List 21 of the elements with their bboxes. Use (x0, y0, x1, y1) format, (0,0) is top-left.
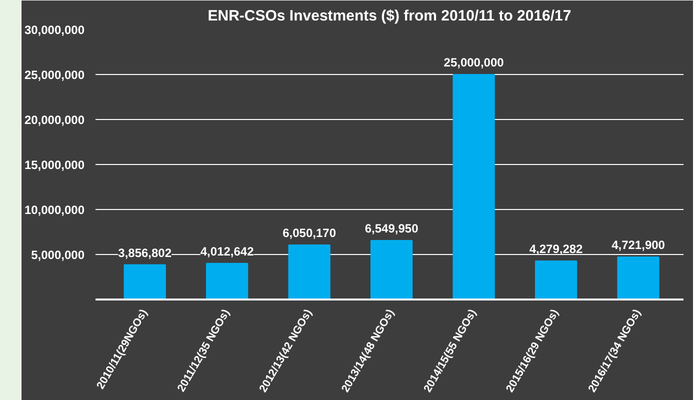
bar (617, 256, 660, 300)
data-label: 4,721,900 (612, 238, 666, 252)
bar (206, 262, 248, 300)
data-label: 6,549,950 (364, 222, 419, 236)
data-label: 25,000,000 (444, 56, 504, 70)
data-label: 4,279,282 (529, 242, 584, 256)
bar (124, 264, 166, 300)
y-tick-label: 25,000,000 (24, 68, 85, 82)
y-tick-label: 30,000,000 (24, 23, 85, 37)
y-tick-label: 20,000,000 (24, 113, 85, 127)
bar (288, 244, 330, 300)
y-tick-label: 5,000,000 (31, 248, 85, 262)
bar (370, 240, 413, 300)
data-label: 4,012,642 (200, 244, 254, 258)
data-label: 3,856,802 (118, 246, 172, 260)
bar (452, 74, 495, 300)
chart-title: ENR-CSOs Investments ($) from 2010/11 to 2016/17 (208, 8, 572, 24)
bar (534, 260, 578, 300)
data-label: 6,050,170 (282, 226, 336, 240)
y-tick-label: 10,000,000 (24, 203, 85, 217)
y-tick-label: 15,000,000 (24, 158, 85, 172)
